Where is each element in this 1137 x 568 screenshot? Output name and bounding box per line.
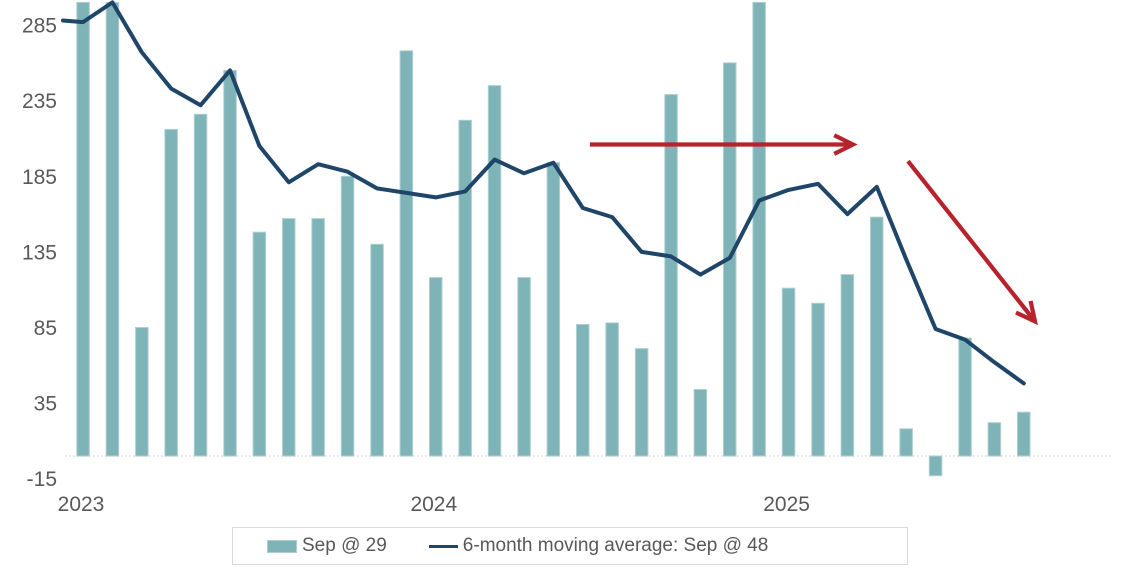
bar-may-2025 xyxy=(899,428,913,457)
bar-feb-2024 xyxy=(458,119,472,457)
bar-jun-2024 xyxy=(576,324,590,457)
legend-bar-label: Sep @ 29 xyxy=(302,535,387,556)
bar-sep-2025 xyxy=(1017,411,1031,457)
bar-apr-2024 xyxy=(517,277,531,457)
bar-feb-2025 xyxy=(811,302,825,457)
bar-sep-2023 xyxy=(311,218,325,457)
bar-dec-2023 xyxy=(399,50,414,457)
y-tick-label: 235 xyxy=(22,90,57,113)
bar-aug-2025 xyxy=(987,422,1002,457)
bar-nov-2023 xyxy=(370,243,384,457)
bar-mar-2025 xyxy=(840,274,855,457)
bar-dec-2024 xyxy=(752,1,766,457)
bar-jan-2025 xyxy=(781,287,796,457)
bar-jul-2023 xyxy=(252,231,267,457)
bar-jul-2025 xyxy=(958,337,972,457)
y-tick-label: 85 xyxy=(34,317,57,340)
bar-jan-2023 xyxy=(76,1,90,457)
bar-jul-2024 xyxy=(605,322,619,457)
year-label: 2025 xyxy=(763,493,810,516)
legend-bar-swatch xyxy=(267,539,297,553)
y-tick-label: 185 xyxy=(22,166,57,189)
y-tick-label: 135 xyxy=(22,241,57,264)
legend-line-label: 6-month moving average: Sep @ 48 xyxy=(462,535,769,556)
bar-apr-2023 xyxy=(164,128,178,457)
bar-apr-2025 xyxy=(870,216,884,457)
bar-aug-2023 xyxy=(282,218,296,457)
y-tick-label: 285 xyxy=(22,15,57,38)
flat-trend-arrow xyxy=(589,133,858,156)
chart-legend: Sep @ 29 6-month moving average: Sep @ 4… xyxy=(232,527,908,565)
bar-sep-2024 xyxy=(664,94,678,457)
bar-jun-2025 xyxy=(928,455,943,477)
bar-feb-2023 xyxy=(105,1,120,457)
year-label: 2023 xyxy=(58,493,105,516)
bar-may-2024 xyxy=(546,162,561,457)
bar-aug-2024 xyxy=(634,348,649,457)
bar-oct-2024 xyxy=(693,389,708,457)
moving-average-line xyxy=(61,0,1026,386)
bar-may-2023 xyxy=(193,113,208,457)
y-tick-label: -15 xyxy=(27,468,57,491)
bar-jun-2023 xyxy=(223,69,237,457)
y-tick-label: 35 xyxy=(34,393,57,416)
bar-mar-2023 xyxy=(135,327,149,457)
bar-oct-2023 xyxy=(340,175,355,457)
bar-jan-2024 xyxy=(429,277,443,457)
bar-mar-2024 xyxy=(487,85,502,457)
year-label: 2024 xyxy=(410,493,457,516)
legend-line-swatch xyxy=(428,544,458,548)
down-trend-arrow xyxy=(906,159,1038,326)
